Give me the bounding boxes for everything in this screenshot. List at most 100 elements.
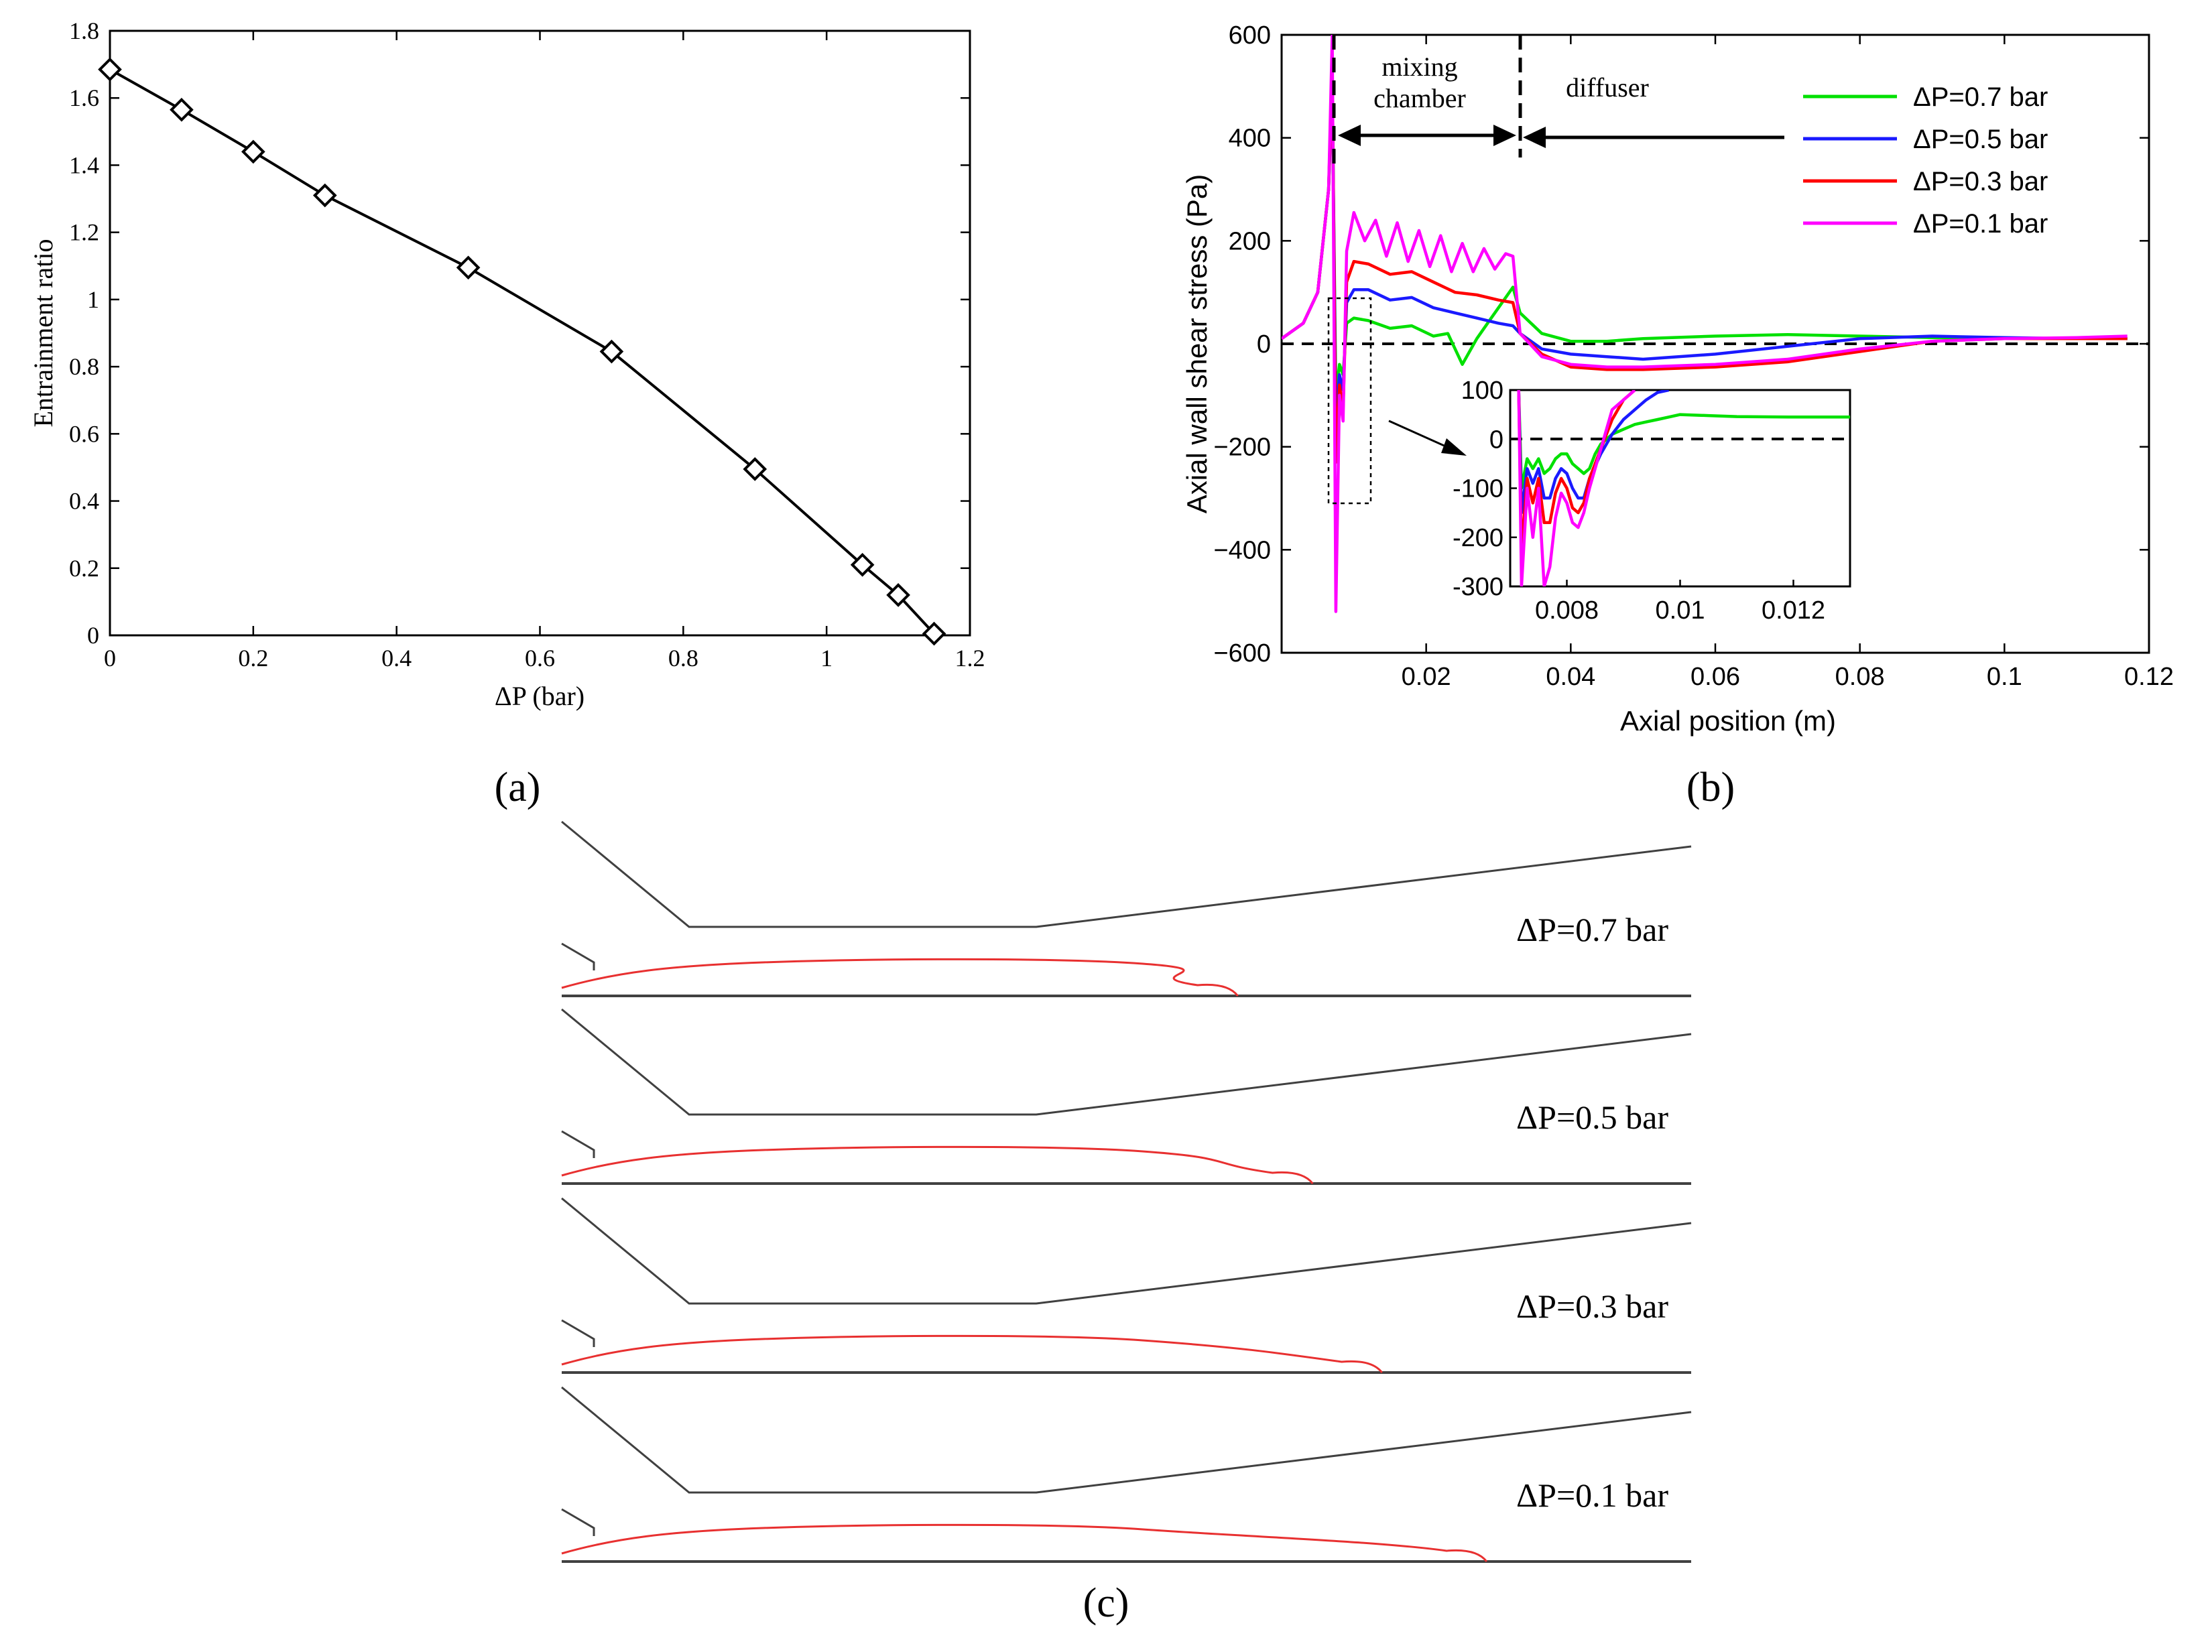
panel-a-ytick-label: 1.2 bbox=[69, 219, 99, 246]
mixing-chamber-label-line1: mixing bbox=[1381, 52, 1457, 82]
panel-a-ytick-label: 1 bbox=[87, 286, 99, 313]
panel-b-inset: 0.008 0.01 0.012 -300 -200 -100 0 100 bbox=[1453, 377, 1851, 625]
panel-a-chart: 0 0.2 0.4 0.6 0.8 1 1.2 0 0.2 0.4 0.6 0.8 1 1.2 1.4 1.6… bbox=[28, 17, 985, 810]
panel-a-ytick-label: 1.8 bbox=[69, 17, 99, 44]
panel-b-ylabel: Axial wall shear stress (Pa) bbox=[1181, 174, 1213, 513]
case-label: ΔP=0.1 bar bbox=[1516, 1476, 1668, 1514]
panel-b-chart: 0.02 0.04 0.06 0.08 0.1 0.12 −600 −400 −200 0 200 4… bbox=[1181, 21, 2174, 810]
jet-boundary-line bbox=[561, 1523, 1488, 1562]
panel-b-series-group bbox=[1282, 35, 2128, 613]
panel-b-legend: ΔP=0.7 bar ΔP=0.5 bar ΔP=0.3 bar ΔP=0.1 bar bbox=[1803, 82, 2048, 239]
inset-series-1 bbox=[1517, 390, 1850, 490]
panel-b-ytick-label: 600 bbox=[1229, 21, 1271, 50]
primary-nozzle-lip bbox=[561, 1319, 595, 1347]
panel-b-xtick-label: 0.02 bbox=[1402, 663, 1451, 691]
inset-frame bbox=[1509, 389, 1851, 588]
legend-label-1: ΔP=0.7 bar bbox=[1913, 82, 2048, 112]
panel-b-xtick-label: 0.08 bbox=[1835, 663, 1885, 691]
panel-b-ytick-label: 200 bbox=[1229, 227, 1271, 255]
nozzle-case-4: ΔP=0.1 bar bbox=[561, 1386, 1692, 1563]
panel-a-xtick-label: 0.4 bbox=[381, 645, 412, 672]
mixing-chamber-label-line2: chamber bbox=[1373, 83, 1466, 113]
panel-a-xtick-label: 1 bbox=[820, 645, 833, 672]
panel-a-data-point bbox=[456, 255, 481, 280]
panel-a-ytick-label: 0 bbox=[87, 622, 99, 649]
panel-a-xtick-label: 1.2 bbox=[955, 645, 985, 672]
primary-nozzle-lip bbox=[561, 942, 595, 970]
inset-series-2 bbox=[1517, 390, 1670, 515]
panel-b-xtick-label: 0.06 bbox=[1691, 663, 1740, 691]
panel-a-data-point bbox=[312, 183, 337, 208]
jet-boundary-line bbox=[561, 1334, 1383, 1373]
panel-b-ytick-label: −600 bbox=[1213, 639, 1271, 668]
panel-a-markers bbox=[98, 57, 946, 646]
panel-b-ytick-label: 0 bbox=[1257, 330, 1271, 359]
inset-ytick-label: 0 bbox=[1489, 426, 1503, 454]
panel-a-xtick-label: 0.8 bbox=[668, 645, 698, 672]
inset-zoom-box bbox=[1327, 297, 1372, 505]
nozzle-case-2: ΔP=0.5 bar bbox=[561, 1008, 1692, 1185]
panel-a-data-point bbox=[98, 57, 122, 82]
mixing-chamber-arrowhead-right bbox=[1493, 125, 1516, 146]
inset-tick-labels: 0.008 0.01 0.012 -300 -200 -100 0 100 bbox=[1453, 377, 1825, 625]
inset-xtick-label: 0.01 bbox=[1656, 596, 1705, 625]
panel-b-xlabel: Axial position (m) bbox=[1620, 705, 1836, 737]
case-label: ΔP=0.7 bar bbox=[1516, 911, 1668, 948]
inset-pointer-arrowhead bbox=[1441, 438, 1467, 456]
panel-a-tick-labels: 0 0.2 0.4 0.6 0.8 1 1.2 0 0.2 0.4 0.6 0.8 1 1.2 1.4 1.6… bbox=[69, 17, 985, 672]
panel-a-ytick-label: 0.6 bbox=[69, 420, 99, 447]
inset-xtick-label: 0.008 bbox=[1535, 596, 1599, 625]
panel-b-ytick-label: −400 bbox=[1213, 536, 1271, 564]
panel-a-data-point bbox=[599, 339, 624, 364]
panel-b-tick-labels: 0.02 0.04 0.06 0.08 0.1 0.12 −600 −400 −200 0 200 4… bbox=[1213, 21, 2174, 691]
case-label: ΔP=0.5 bar bbox=[1516, 1098, 1668, 1136]
panel-c-label: (c) bbox=[1083, 1580, 1129, 1626]
primary-nozzle-lip bbox=[561, 1508, 595, 1536]
inset-ytick-label: 100 bbox=[1461, 377, 1503, 405]
nozzle-wall bbox=[561, 1197, 1692, 1305]
panel-c-diagram: ΔP=0.7 bar ΔP=0.5 bar ΔP=0.3 bar ΔP=0.1 bar bbox=[561, 820, 1692, 1563]
panel-a-series-line bbox=[109, 68, 936, 635]
case-label: ΔP=0.3 bar bbox=[1516, 1287, 1668, 1325]
inset-pointer-arrow bbox=[1388, 420, 1455, 452]
panel-a-ticks bbox=[109, 29, 971, 637]
inset-ytick-label: -300 bbox=[1453, 573, 1503, 601]
panel-a-data-point bbox=[886, 583, 910, 607]
nozzle-wall bbox=[561, 1008, 1692, 1116]
primary-nozzle-lip bbox=[561, 1130, 595, 1158]
inset-series-4 bbox=[1517, 390, 1636, 586]
panel-a-ytick-label: 0.4 bbox=[69, 488, 99, 515]
legend-label-3: ΔP=0.3 bar bbox=[1913, 167, 2048, 196]
jet-boundary-line bbox=[561, 1145, 1314, 1184]
panel-a-xlabel: ΔP (bar) bbox=[495, 681, 585, 711]
nozzle-wall bbox=[561, 820, 1692, 928]
inset-xtick-label: 0.012 bbox=[1762, 596, 1825, 625]
panel-b-ytick-label: 400 bbox=[1229, 125, 1271, 153]
panel-b-series-4 bbox=[1282, 35, 2128, 613]
panel-a-data-point bbox=[170, 97, 194, 122]
inset-ytick-label: -200 bbox=[1453, 524, 1503, 552]
panel-a-xtick-label: 0.6 bbox=[525, 645, 555, 672]
panel-a-data-point bbox=[850, 552, 875, 577]
panel-a-ytick-label: 0.2 bbox=[69, 555, 99, 582]
nozzle-wall bbox=[561, 1386, 1692, 1494]
panel-a-xtick-label: 0 bbox=[104, 645, 116, 672]
legend-label-2: ΔP=0.5 bar bbox=[1913, 125, 2048, 154]
panel-b-xtick-label: 0.04 bbox=[1546, 663, 1595, 691]
panel-a-label: (a) bbox=[495, 765, 541, 810]
legend-label-4: ΔP=0.1 bar bbox=[1913, 209, 2048, 239]
panel-a-data-point bbox=[241, 139, 265, 164]
panel-a-ytick-label: 0.8 bbox=[69, 353, 99, 380]
nozzle-case-3: ΔP=0.3 bar bbox=[561, 1197, 1692, 1374]
diffuser-label: diffuser bbox=[1566, 72, 1649, 103]
panel-b-label: (b) bbox=[1686, 765, 1735, 810]
jet-boundary-line bbox=[561, 958, 1239, 997]
inset-series-group bbox=[1517, 390, 1850, 586]
panel-b-ytick-label: −200 bbox=[1213, 434, 1271, 462]
panel-a-ytick-label: 1.6 bbox=[69, 84, 99, 111]
panel-a-data-point bbox=[922, 621, 946, 646]
panel-b-xtick-label: 0.1 bbox=[1987, 663, 2022, 691]
panel-a-ylabel: Entrainment ratio bbox=[28, 239, 58, 427]
panel-a-xtick-label: 0.2 bbox=[238, 645, 268, 672]
